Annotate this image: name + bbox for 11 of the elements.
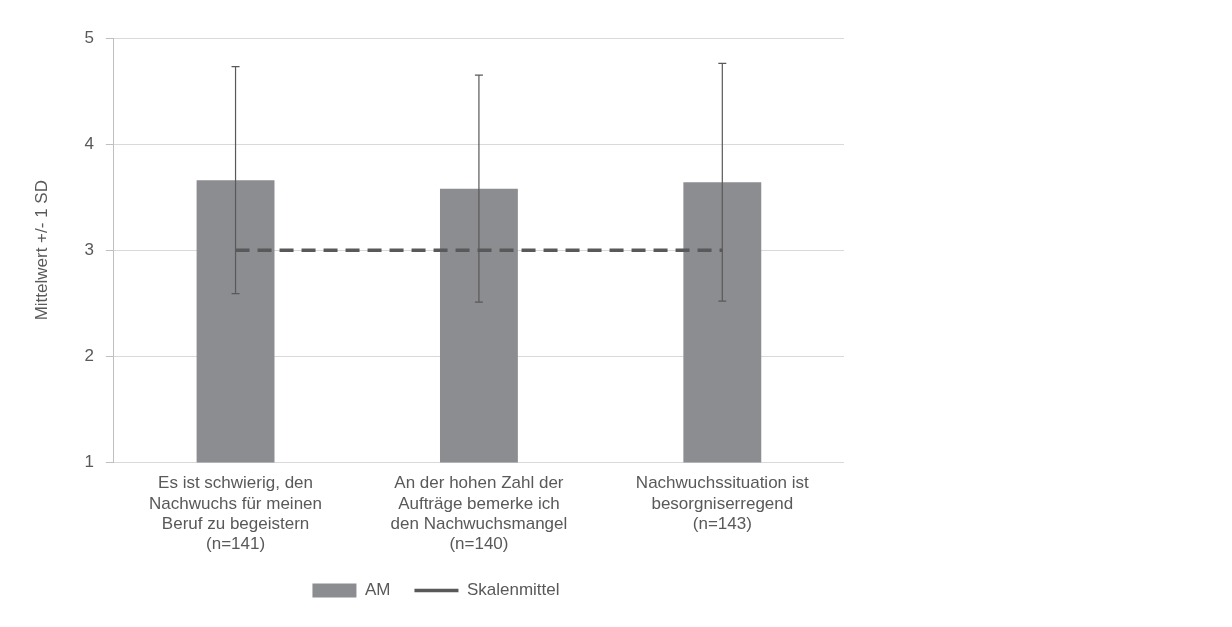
x-tick-label: Nachwuchssituation ist besorgniserregend (n=143) [635,473,810,534]
y-axis-title: Mittelwert +/- 1 SD [31,180,51,321]
legend-label: AM [364,580,391,600]
x-tick-label: Es ist schwierig, den Nachwuchs für meinen Beruf zu begeistern (n=141) [149,473,323,554]
y-tick-label: 1 [84,452,94,472]
y-tick-label: 2 [84,345,94,365]
y-tick-label: 3 [84,239,94,259]
legend-label: Skalenmittel [466,580,560,600]
y-tick-label: 5 [84,27,94,47]
y-tick-label: 4 [84,133,94,153]
x-tick-label: An der hohen Zahl der Aufträge bemerke ich den Nachwuchsmangel (n=140) [390,473,568,554]
